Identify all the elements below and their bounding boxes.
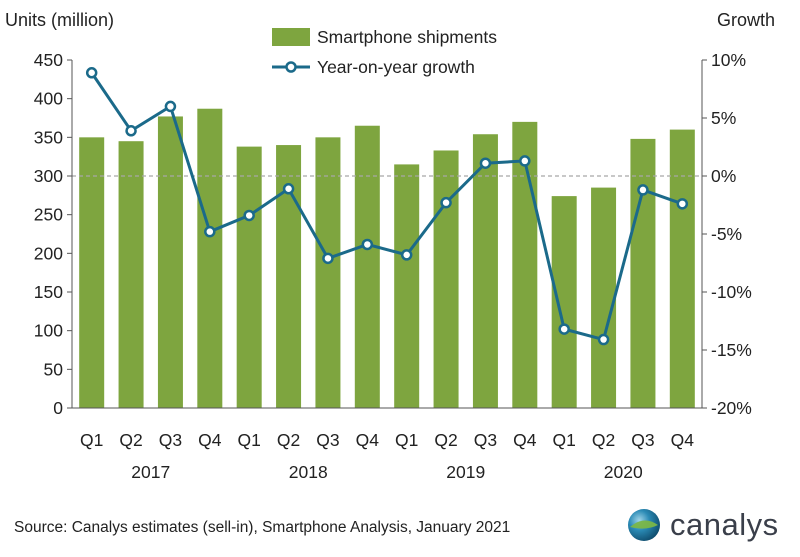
growth-point (204, 225, 216, 238)
chart: Units (million) Growth Smartphone shipme… (5, 10, 775, 482)
left-tick-label: 450 (34, 50, 63, 70)
y-left-label: Units (million) (5, 10, 114, 30)
growth-point (637, 184, 649, 196)
x-axis-labels: Q1 Q2 Q3 Q4 Q1 Q2 Q3 Q4 Q1 Q2 Q3 Q4 Q1 Q2 Q3 Q4 2017 2018… (80, 430, 694, 482)
bars-group (79, 108, 695, 409)
year-label: 2020 (604, 462, 643, 482)
year-label: 2017 (131, 462, 170, 482)
right-tick-label: 10% (711, 50, 746, 70)
left-tick-label: 350 (34, 127, 63, 147)
growth-point (243, 209, 255, 222)
growth-point (322, 252, 334, 265)
legend-line-marker (285, 61, 297, 73)
shipment-bar (512, 121, 538, 408)
x-tick-label: Q4 (671, 430, 695, 450)
legend-bar-swatch (272, 28, 310, 46)
year-label: 2018 (289, 462, 328, 482)
shipment-bar (354, 125, 380, 408)
left-axis-ticks: 0 50 100 150 200 250 300 350 400 450 (34, 50, 72, 418)
left-tick-label: 0 (53, 398, 63, 418)
canalys-logo: canalys (626, 507, 779, 543)
x-tick-label: Q2 (277, 430, 300, 450)
shipment-bar (315, 137, 341, 409)
right-tick-label: 5% (711, 108, 736, 128)
left-tick-label: 50 (44, 359, 64, 379)
shipment-bar (591, 187, 617, 408)
y-right-label: Growth (717, 10, 775, 30)
growth-point (597, 333, 610, 346)
x-tick-label: Q1 (238, 430, 261, 450)
x-tick-label: Q3 (316, 430, 339, 450)
left-tick-label: 300 (34, 166, 63, 186)
growth-point (558, 323, 570, 335)
x-tick-label: Q2 (434, 430, 457, 450)
growth-point (164, 100, 177, 113)
x-tick-label: Q2 (119, 430, 142, 450)
year-label: 2019 (446, 462, 485, 482)
shipment-bar (236, 146, 262, 408)
legend: Smartphone shipments Year-on-year growth (272, 27, 497, 77)
shipment-bar (433, 150, 459, 409)
right-tick-label: 0% (711, 166, 736, 186)
x-tick-label: Q1 (395, 430, 418, 450)
growth-point (282, 183, 295, 195)
shipment-bar (630, 138, 656, 408)
left-tick-label: 100 (34, 321, 63, 341)
growth-line (90, 71, 683, 342)
x-tick-label: Q4 (198, 430, 222, 450)
growth-point (361, 238, 374, 251)
legend-label-shipments: Smartphone shipments (317, 27, 497, 47)
growth-point (519, 155, 531, 167)
shipment-bar (394, 164, 420, 408)
legend-label-growth: Year-on-year growth (317, 57, 475, 77)
left-tick-label: 150 (34, 282, 63, 302)
shipment-bar (79, 137, 105, 409)
left-tick-label: 400 (34, 89, 63, 109)
source-note: Source: Canalys estimates (sell-in), Sma… (14, 519, 511, 536)
right-tick-label: -20% (711, 398, 752, 418)
growth-line-group (85, 67, 689, 346)
x-tick-label: Q4 (356, 430, 380, 450)
shipment-bar (157, 116, 183, 408)
x-tick-label: Q1 (553, 430, 576, 450)
right-axis-ticks: -20% -15% -10% -5% 0% 5% 10% (702, 50, 752, 418)
right-tick-label: -5% (711, 224, 742, 244)
left-tick-label: 200 (34, 243, 63, 263)
globe-icon (628, 509, 660, 541)
shipment-bar (472, 134, 498, 409)
x-tick-label: Q3 (631, 430, 654, 450)
right-tick-label: -15% (711, 340, 752, 360)
growth-point (125, 125, 137, 137)
x-tick-label: Q2 (592, 430, 615, 450)
growth-point (676, 198, 689, 210)
growth-point (400, 249, 413, 261)
growth-point (85, 67, 98, 79)
growth-point (440, 196, 452, 209)
shipment-bar (551, 196, 577, 408)
x-tick-label: Q1 (80, 430, 103, 450)
left-tick-label: 250 (34, 205, 63, 225)
growth-point (479, 157, 492, 169)
shipment-bar (118, 141, 144, 408)
x-tick-label: Q4 (513, 430, 537, 450)
shipment-bar (669, 129, 695, 408)
shipment-bar (197, 108, 223, 408)
x-tick-label: Q3 (474, 430, 497, 450)
x-tick-label: Q3 (159, 430, 182, 450)
logo-text: canalys (670, 507, 779, 542)
right-tick-label: -10% (711, 282, 752, 302)
